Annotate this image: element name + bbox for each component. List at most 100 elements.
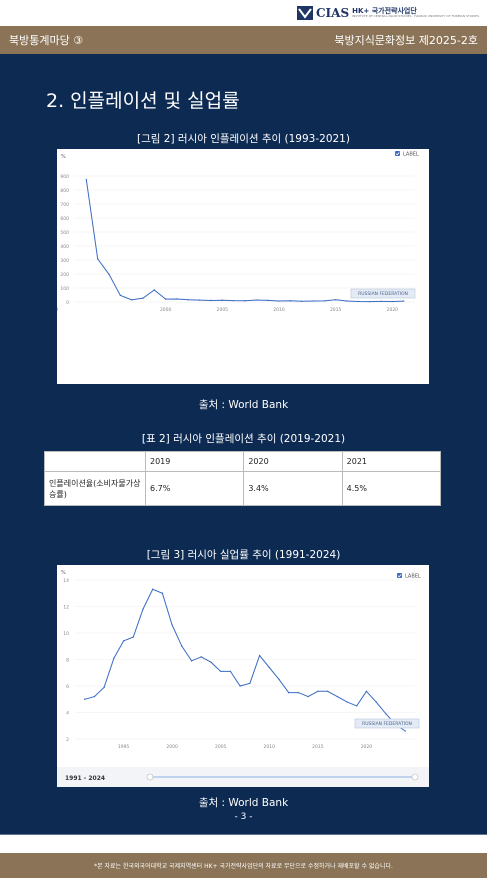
data-point [336, 695, 338, 698]
table-cell: 3.4% [243, 471, 343, 506]
data-point [176, 298, 178, 300]
y-tick-label: 8 [66, 658, 69, 664]
header-bar: 북방통계마당 ③ 북방지식문화정보 제2025-2호 [0, 26, 487, 54]
logo-name: CIAS [316, 6, 350, 20]
data-point [323, 300, 326, 302]
y-tick-label: 700 [60, 202, 69, 208]
x-tick-label: 1995 [118, 744, 130, 750]
data-point [356, 705, 358, 707]
y-tick-label: 600 [60, 216, 69, 222]
figure2-caption: [그림 2] 러시아 인플레이션 추이 (1993-2021) [137, 133, 350, 145]
data-point [164, 298, 167, 300]
data-point [198, 299, 201, 301]
table-header-cell: 2019 [144, 451, 245, 472]
x-tick-label: 2000 [160, 307, 172, 313]
x-tick-label: 2020 [387, 307, 399, 313]
y-tick-label: 4 [66, 711, 69, 717]
data-point [391, 300, 394, 303]
y-tick-label: 100 [60, 286, 69, 292]
data-point [346, 701, 348, 703]
data-point [122, 640, 125, 642]
data-point [357, 300, 360, 303]
data-point [210, 661, 212, 663]
series-tag-box [354, 718, 420, 729]
footer-note: *본 자료는 한국외국어대학교 국제지역센터 HK+ 국가전략사업단의 자료로 … [94, 863, 393, 870]
data-point [171, 624, 173, 626]
data-point [317, 690, 319, 692]
range-end-handle[interactable] [411, 773, 419, 781]
data-point [221, 299, 224, 301]
legend-checkbox [397, 573, 402, 578]
unemployment-chart-svg: % 2 4 6 8 10 12 14 1995 2000 2005 2010 2015 2020 LABEL… [57, 570, 429, 787]
data-point [220, 670, 222, 673]
data-point [190, 660, 193, 662]
y-tick-label: 10 [63, 631, 69, 637]
x-tick-label: 2015 [312, 744, 324, 750]
table-cell: 4.5% [341, 471, 442, 506]
data-point [346, 300, 348, 302]
data-point [161, 592, 164, 594]
data-point [404, 730, 406, 732]
x-tick-label: 2015 [330, 307, 342, 313]
data-point [266, 299, 269, 302]
table-header-cell: 2021 [341, 451, 442, 472]
y-unit-label: % [61, 154, 66, 160]
y-tick-label: 500 [60, 230, 69, 236]
data-point [239, 685, 241, 687]
series-line [84, 588, 406, 732]
unemployment-chart: % 2 4 6 8 10 12 14 1995 2000 2005 2010 2015 2020 LABEL… [57, 565, 429, 787]
data-point [113, 657, 115, 659]
data-point [108, 273, 110, 276]
x-tick-label: 2005 [217, 307, 229, 313]
legend-check-icon [397, 574, 402, 578]
legend-checkbox [395, 151, 400, 156]
data-point [84, 698, 86, 700]
inflation-chart-svg: % 0 100 200 300 400 500 600 700 800 900 1990 2000 200… [57, 151, 419, 313]
y-unit-label: % [61, 570, 66, 576]
legend-label: LABEL [403, 151, 419, 157]
range-start-handle[interactable] [146, 773, 154, 781]
series-tag-box [350, 288, 416, 299]
divider-line [0, 834, 487, 835]
y-tick-label: 300 [60, 258, 69, 264]
table-row-label: 인플레이션율(소비자물가상승률) [44, 471, 146, 506]
data-point [255, 299, 258, 301]
data-point [93, 695, 96, 698]
data-point [119, 294, 122, 297]
section-title: 2. 인플레이션 및 실업률 [46, 90, 240, 112]
header-right: 북방지식문화정보 제2025-2호 [334, 34, 478, 47]
x-tick-label: 2020 [361, 744, 373, 750]
data-point [187, 299, 190, 301]
data-point [385, 713, 387, 715]
y-tick-label: 14 [63, 578, 69, 584]
data-point [278, 300, 280, 302]
data-point [181, 645, 183, 647]
data-point [153, 289, 156, 291]
series-tag-label: RUSSIAN FEDERATION [358, 291, 408, 297]
data-point [249, 682, 251, 685]
x-tick-label: 2010 [273, 307, 285, 313]
data-point [365, 690, 368, 692]
x-tick-label: 2010 [264, 744, 276, 750]
logo-subtitle: INSTITUTE OF CENTRAL ASIAN STUDIES · HAN… [352, 14, 479, 18]
x-tick-label: 2005 [215, 744, 227, 750]
table-row: 인플레이션율(소비자물가상승률) 6.7% 3.4% 4.5% [44, 471, 442, 506]
data-point [142, 297, 144, 299]
data-point [326, 690, 329, 692]
top-bar: CIAS HK+ 국가전략사업단 INSTITUTE OF CENTRAL AS… [0, 0, 487, 26]
data-point [297, 691, 300, 694]
y-tick-label: 0 [66, 300, 69, 306]
data-point [200, 656, 202, 658]
data-point [288, 691, 290, 694]
data-point [152, 588, 154, 590]
data-point [268, 666, 270, 669]
cias-logo-icon [297, 6, 313, 20]
data-point [307, 695, 309, 698]
figure3-source: 출처 : World Bank [198, 797, 289, 809]
data-point [402, 300, 405, 302]
figure3-caption: [그림 3] 러시아 실업률 추이 (1991-2024) [146, 549, 341, 561]
inflation-table: 2019 2020 2021 인플레이션율(소비자물가상승률) 6.7% 3.4… [44, 451, 442, 506]
data-point [130, 299, 133, 301]
series-line [85, 179, 404, 303]
y-tick-label: 400 [60, 244, 69, 250]
